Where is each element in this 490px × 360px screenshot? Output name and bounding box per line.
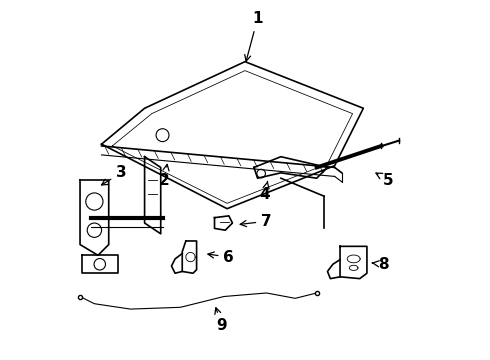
Text: 7: 7 <box>240 214 272 229</box>
Text: 5: 5 <box>376 172 394 188</box>
Text: 1: 1 <box>245 11 263 61</box>
Text: 4: 4 <box>259 181 270 202</box>
Text: 8: 8 <box>372 257 389 272</box>
Text: 9: 9 <box>215 308 227 333</box>
Text: 3: 3 <box>101 165 126 185</box>
Text: 6: 6 <box>208 249 234 265</box>
Text: 2: 2 <box>159 165 170 188</box>
